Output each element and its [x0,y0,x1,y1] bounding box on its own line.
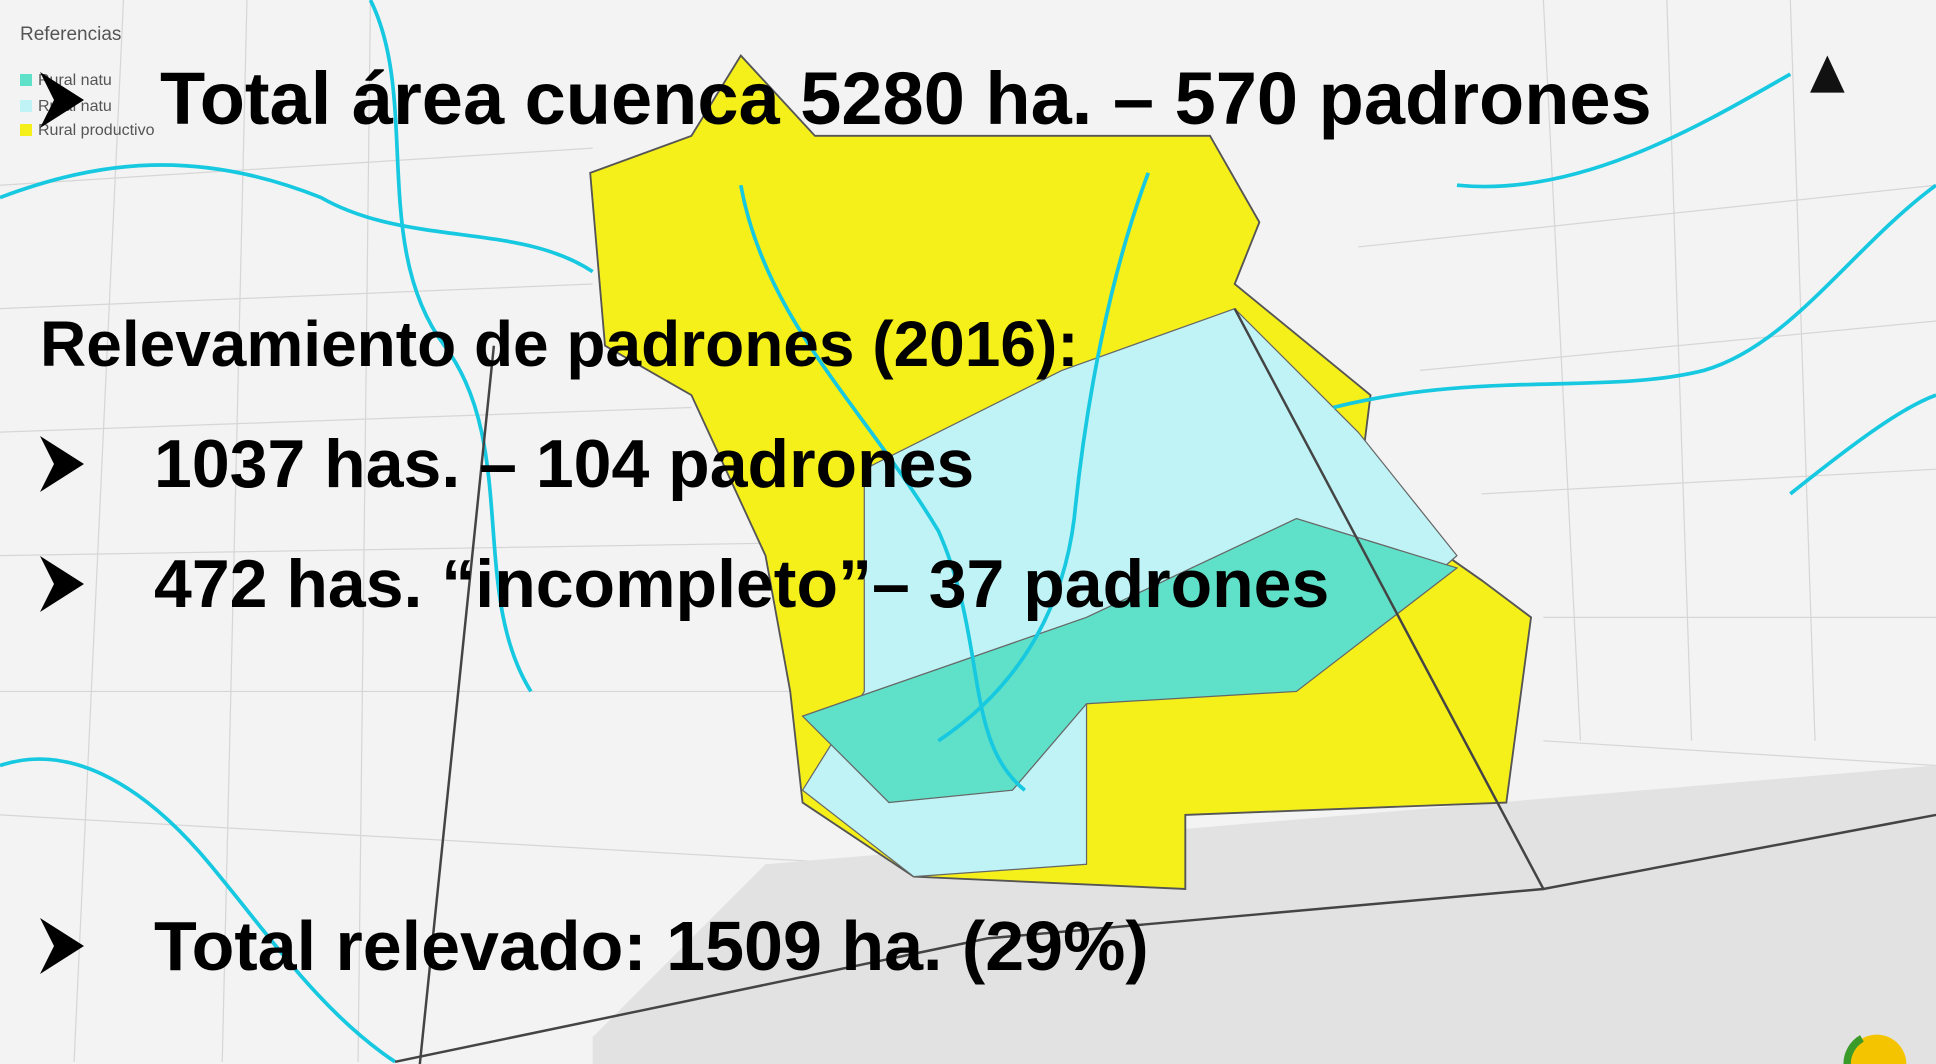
bullet-text: Total relevado: 1509 ha. (29%) [154,907,1149,985]
slide-canvas: Referencias Rural natu Rural natu Rural … [0,0,1936,1064]
legend-swatch [20,74,32,86]
map [0,0,1936,1064]
bullet-text: 1037 has. – 104 padrones [154,426,974,502]
bullet-text: Total área cuenca 5280 ha. – 570 padrone… [160,57,1652,140]
legend-swatch [20,100,32,112]
legend-swatch [20,124,32,136]
bullet-text: 472 has. “incompleto”– 37 padrones [154,546,1329,622]
slide: Referencias Rural natu Rural natu Rural … [0,0,1936,1064]
section-heading: Relevamiento de padrones (2016): [40,308,1079,380]
legend-title: Referencias [20,24,121,45]
legend-item: Rural productivo [38,122,155,139]
